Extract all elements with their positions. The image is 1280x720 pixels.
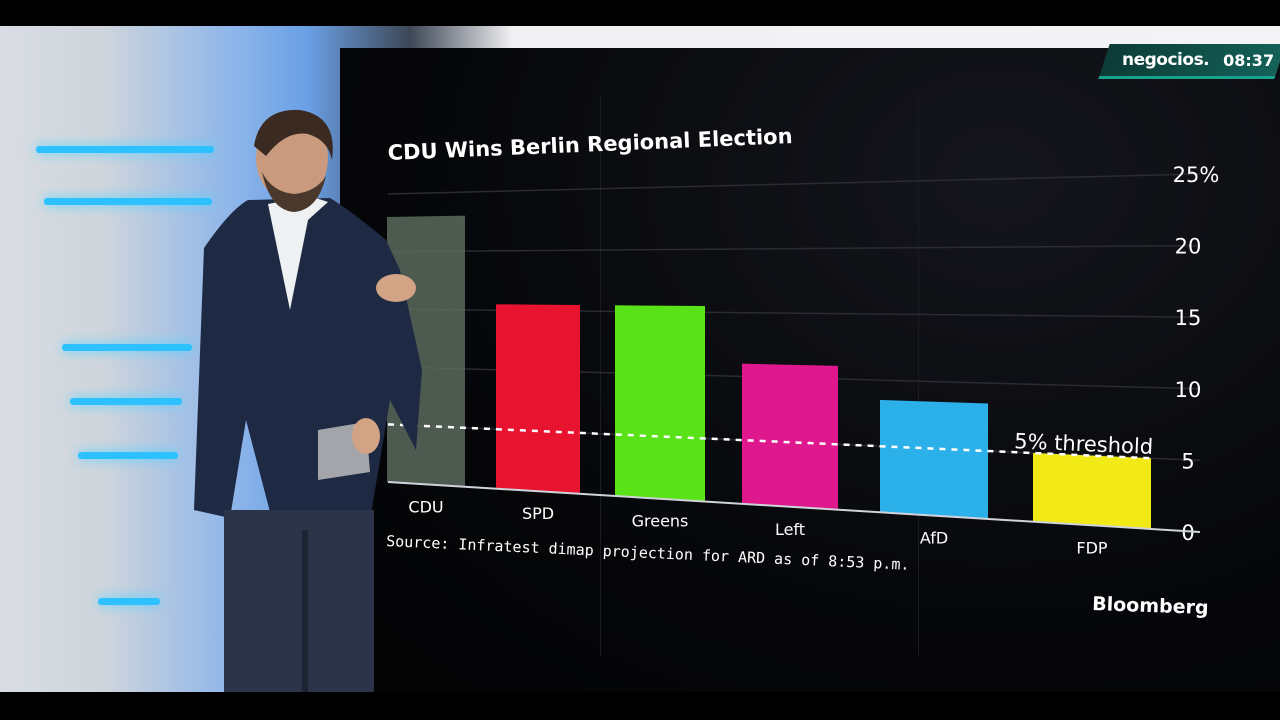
wall-light bbox=[98, 598, 160, 605]
y-tick: 15 bbox=[1175, 306, 1202, 330]
panel-seam bbox=[600, 96, 601, 656]
source-note: Source: Infratest dimap projection for A… bbox=[386, 532, 910, 574]
clock: 08:37 bbox=[1223, 50, 1275, 70]
bar-spd bbox=[496, 304, 580, 494]
y-tick: 20 bbox=[1175, 235, 1202, 259]
gridline bbox=[387, 173, 1201, 195]
channel-bug-text: negocios. 08:37 bbox=[1122, 46, 1274, 74]
wall-light bbox=[78, 452, 178, 459]
bar-afd bbox=[880, 399, 988, 519]
bloomberg-logo: Bloomberg bbox=[1092, 593, 1209, 619]
threshold-label: 5% threshold bbox=[1014, 429, 1154, 459]
x-label-fdp: FDP bbox=[1076, 538, 1108, 557]
wall-light bbox=[44, 198, 212, 205]
bars bbox=[387, 215, 1151, 529]
wall-light bbox=[70, 398, 182, 405]
gridline bbox=[387, 244, 1201, 253]
y-tick: 25% bbox=[1173, 163, 1220, 187]
threshold-line-group: 5% threshold bbox=[387, 423, 1154, 460]
x-label-left: Left bbox=[775, 520, 805, 539]
channel-name: negocios. bbox=[1122, 50, 1210, 70]
x-label-spd: SPD bbox=[522, 504, 554, 523]
letterbox-top bbox=[0, 0, 1280, 26]
panel-seam bbox=[918, 96, 919, 656]
x-label-greens: Greens bbox=[632, 512, 689, 531]
y-axis-ticks: 25% 20 15 10 5 0 bbox=[1173, 163, 1220, 545]
letterbox-bottom bbox=[0, 692, 1280, 720]
x-label-afd: AfD bbox=[920, 529, 948, 548]
presenter bbox=[194, 109, 422, 692]
wall-light bbox=[36, 146, 214, 153]
bar-fdp bbox=[1033, 452, 1151, 529]
x-label-cdu: CDU bbox=[408, 497, 443, 516]
chart-title: CDU Wins Berlin Regional Election bbox=[387, 124, 793, 165]
baseline bbox=[387, 481, 1201, 533]
y-tick: 5 bbox=[1181, 449, 1194, 473]
y-tick: 0 bbox=[1181, 521, 1194, 545]
bar-left bbox=[742, 363, 838, 510]
bar-greens bbox=[615, 305, 705, 502]
x-axis-labels: CDU SPD Greens Left AfD FDP bbox=[408, 497, 1108, 557]
y-tick: 10 bbox=[1175, 378, 1202, 402]
wall-light bbox=[62, 344, 192, 351]
